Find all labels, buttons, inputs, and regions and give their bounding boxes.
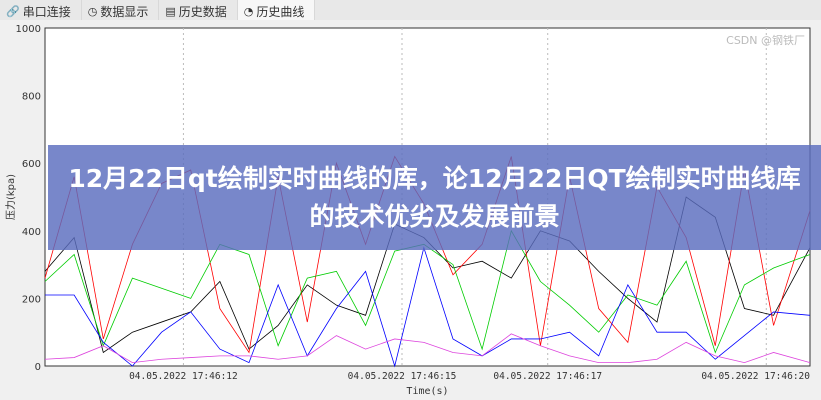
y-tick-label: 1000 bbox=[16, 24, 41, 35]
banner-title: 12月22日qt绘制实时曲线的库，论12月22日QT绘制实时曲线库的技术优劣及发… bbox=[68, 163, 801, 231]
y-axis-label: 压力(kpa) bbox=[4, 174, 17, 220]
x-tick-label: 04.05.2022 17:46:15 bbox=[348, 371, 457, 382]
document-icon: ▤ bbox=[165, 4, 176, 18]
x-tick-label: 04.05.2022 17:46:20 bbox=[701, 371, 810, 382]
x-tick-label: 04.05.2022 17:46:17 bbox=[493, 371, 602, 382]
tab-0[interactable]: 🔗 串口连接 bbox=[0, 0, 82, 20]
tab-label: 历史曲线 bbox=[256, 4, 305, 19]
y-tick-label: 600 bbox=[22, 159, 41, 170]
tab-2[interactable]: ▤ 历史数据 bbox=[159, 0, 238, 20]
tab-label: 历史数据 bbox=[178, 4, 227, 19]
y-tick-label: 800 bbox=[22, 92, 41, 103]
y-tick-label: 200 bbox=[22, 294, 41, 305]
tab-bar: 🔗 串口连接 ◷ 数据显示 ▤ 历史数据 ◔ 历史曲线 bbox=[0, 0, 821, 21]
link-icon: 🔗 bbox=[6, 4, 20, 18]
series-line-4 bbox=[44, 333, 811, 364]
y-tick-label: 0 bbox=[35, 362, 41, 373]
x-tick-label: 04.05.2022 17:46:12 bbox=[129, 371, 238, 382]
x-axis-label: Time(s) bbox=[406, 386, 448, 397]
tab-1[interactable]: ◷ 数据显示 bbox=[82, 0, 160, 20]
gauge-icon: ◷ bbox=[87, 4, 98, 18]
history-clock-icon: ◔ bbox=[243, 4, 254, 18]
tab-label: 串口连接 bbox=[22, 4, 71, 19]
y-tick-label: 400 bbox=[22, 227, 41, 238]
title-banner: 12月22日qt绘制实时曲线的库，论12月22日QT绘制实时曲线库的技术优劣及发… bbox=[48, 145, 821, 250]
tab-label: 数据显示 bbox=[100, 4, 149, 19]
watermark: CSDN @钢铁厂 bbox=[726, 34, 805, 47]
tab-3[interactable]: ◔ 历史曲线 bbox=[237, 0, 316, 20]
